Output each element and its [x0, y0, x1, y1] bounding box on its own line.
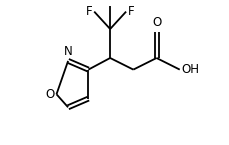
- Text: N: N: [64, 45, 72, 58]
- Text: F: F: [128, 5, 134, 18]
- Text: O: O: [46, 88, 55, 101]
- Text: F: F: [86, 5, 93, 18]
- Text: F: F: [107, 0, 113, 3]
- Text: OH: OH: [181, 63, 199, 76]
- Text: O: O: [152, 16, 161, 29]
